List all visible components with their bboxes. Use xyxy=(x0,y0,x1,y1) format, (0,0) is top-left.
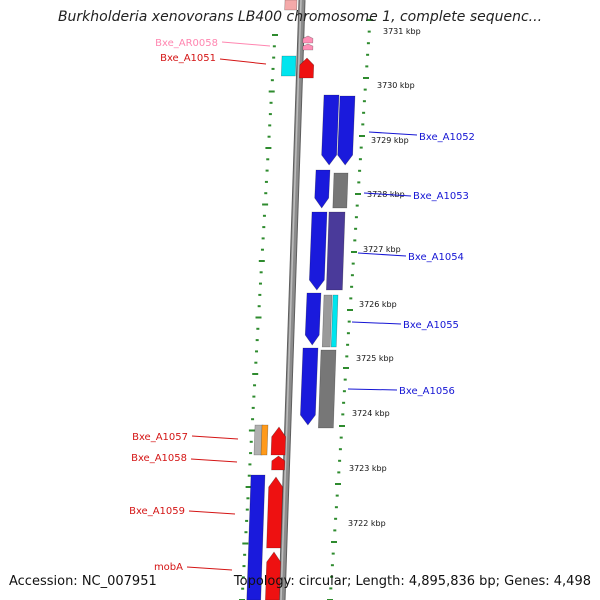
scale-tick-label: 3725 kbp xyxy=(356,354,394,363)
genome-stats-text: Topology: circular; Length: 4,895,836 bp… xyxy=(233,574,591,589)
gene-arrow-blue xyxy=(300,347,319,426)
gene-arrow-red xyxy=(270,426,286,456)
map-title: Burkholderia xenovorans LB400 chromosome… xyxy=(57,9,543,25)
gene-label: Bxe_A1056 xyxy=(399,386,455,397)
gene-label: Bxe_A1052 xyxy=(419,132,475,143)
gene-arrow-top-faint xyxy=(284,0,298,11)
gene-leader-line xyxy=(188,510,236,515)
scale-tick-label: 3731 kbp xyxy=(383,27,421,36)
gene-leader-line xyxy=(368,131,418,136)
accession-text: Accession: NC_007951 xyxy=(9,574,157,589)
gene-arrow-red xyxy=(265,551,281,600)
gene-leader-line xyxy=(347,388,398,391)
gene-label: Bxe_A1055 xyxy=(403,320,459,331)
scale-tick-label: 3724 kbp xyxy=(352,409,390,418)
gene-arrow-blue xyxy=(321,94,340,166)
gene-leader-line xyxy=(221,41,271,47)
gene-arrow-blue xyxy=(309,211,328,291)
gene-leader-line xyxy=(186,566,233,571)
left-dot-rail xyxy=(239,34,278,600)
scale-tick-label: 3726 kbp xyxy=(359,300,397,309)
gene-box-cyan xyxy=(330,294,339,348)
gene-arrow-blue xyxy=(337,95,356,166)
scale-tick-label: 3729 kbp xyxy=(371,136,409,145)
gene-arrow-red xyxy=(271,455,286,471)
gene-arrow-blue xyxy=(304,292,322,346)
gene-leader-line xyxy=(351,321,402,325)
gene-leader-line xyxy=(191,435,239,440)
gene-label: Bxe_AR0058 xyxy=(155,38,218,49)
gene-box-blue xyxy=(246,474,266,600)
scale-tick-label: 3723 kbp xyxy=(349,464,387,473)
gene-box-grey xyxy=(332,172,349,209)
right-dot-rail xyxy=(327,19,373,600)
gene-label: Bxe_A1051 xyxy=(160,53,216,64)
gene-box-cyan xyxy=(281,55,297,77)
backbone-highlight xyxy=(280,0,302,600)
gene-arrow-red xyxy=(266,476,283,549)
gene-label: Bxe_A1054 xyxy=(408,252,464,263)
gene-leader-line xyxy=(357,252,407,257)
gene-leader-line xyxy=(190,458,238,463)
gene-arrow-pink xyxy=(302,35,314,44)
gene-label: Bxe_A1053 xyxy=(413,191,469,202)
gene-box-orange xyxy=(260,424,269,456)
gene-leader-line xyxy=(363,192,412,197)
scale-tick-label: 3727 kbp xyxy=(363,245,401,254)
scale-tick-label: 3722 kbp xyxy=(348,519,386,528)
backbone-line xyxy=(279,0,305,600)
gene-arrow-pink xyxy=(302,43,314,51)
scale-tick-label: 3730 kbp xyxy=(377,81,415,90)
gene-box-purple xyxy=(326,211,346,291)
gene-label: mobA xyxy=(154,562,183,573)
gene-label: Bxe_A1058 xyxy=(131,453,187,464)
gene-arrow-blue xyxy=(314,169,331,209)
gene-box-grey xyxy=(321,294,333,348)
gene-label: Bxe_A1059 xyxy=(129,506,185,517)
gene-box-grey xyxy=(318,349,337,429)
gene-arrow-red xyxy=(299,57,315,79)
gene-leader-line xyxy=(219,58,267,65)
gene-label: Bxe_A1057 xyxy=(132,432,188,443)
